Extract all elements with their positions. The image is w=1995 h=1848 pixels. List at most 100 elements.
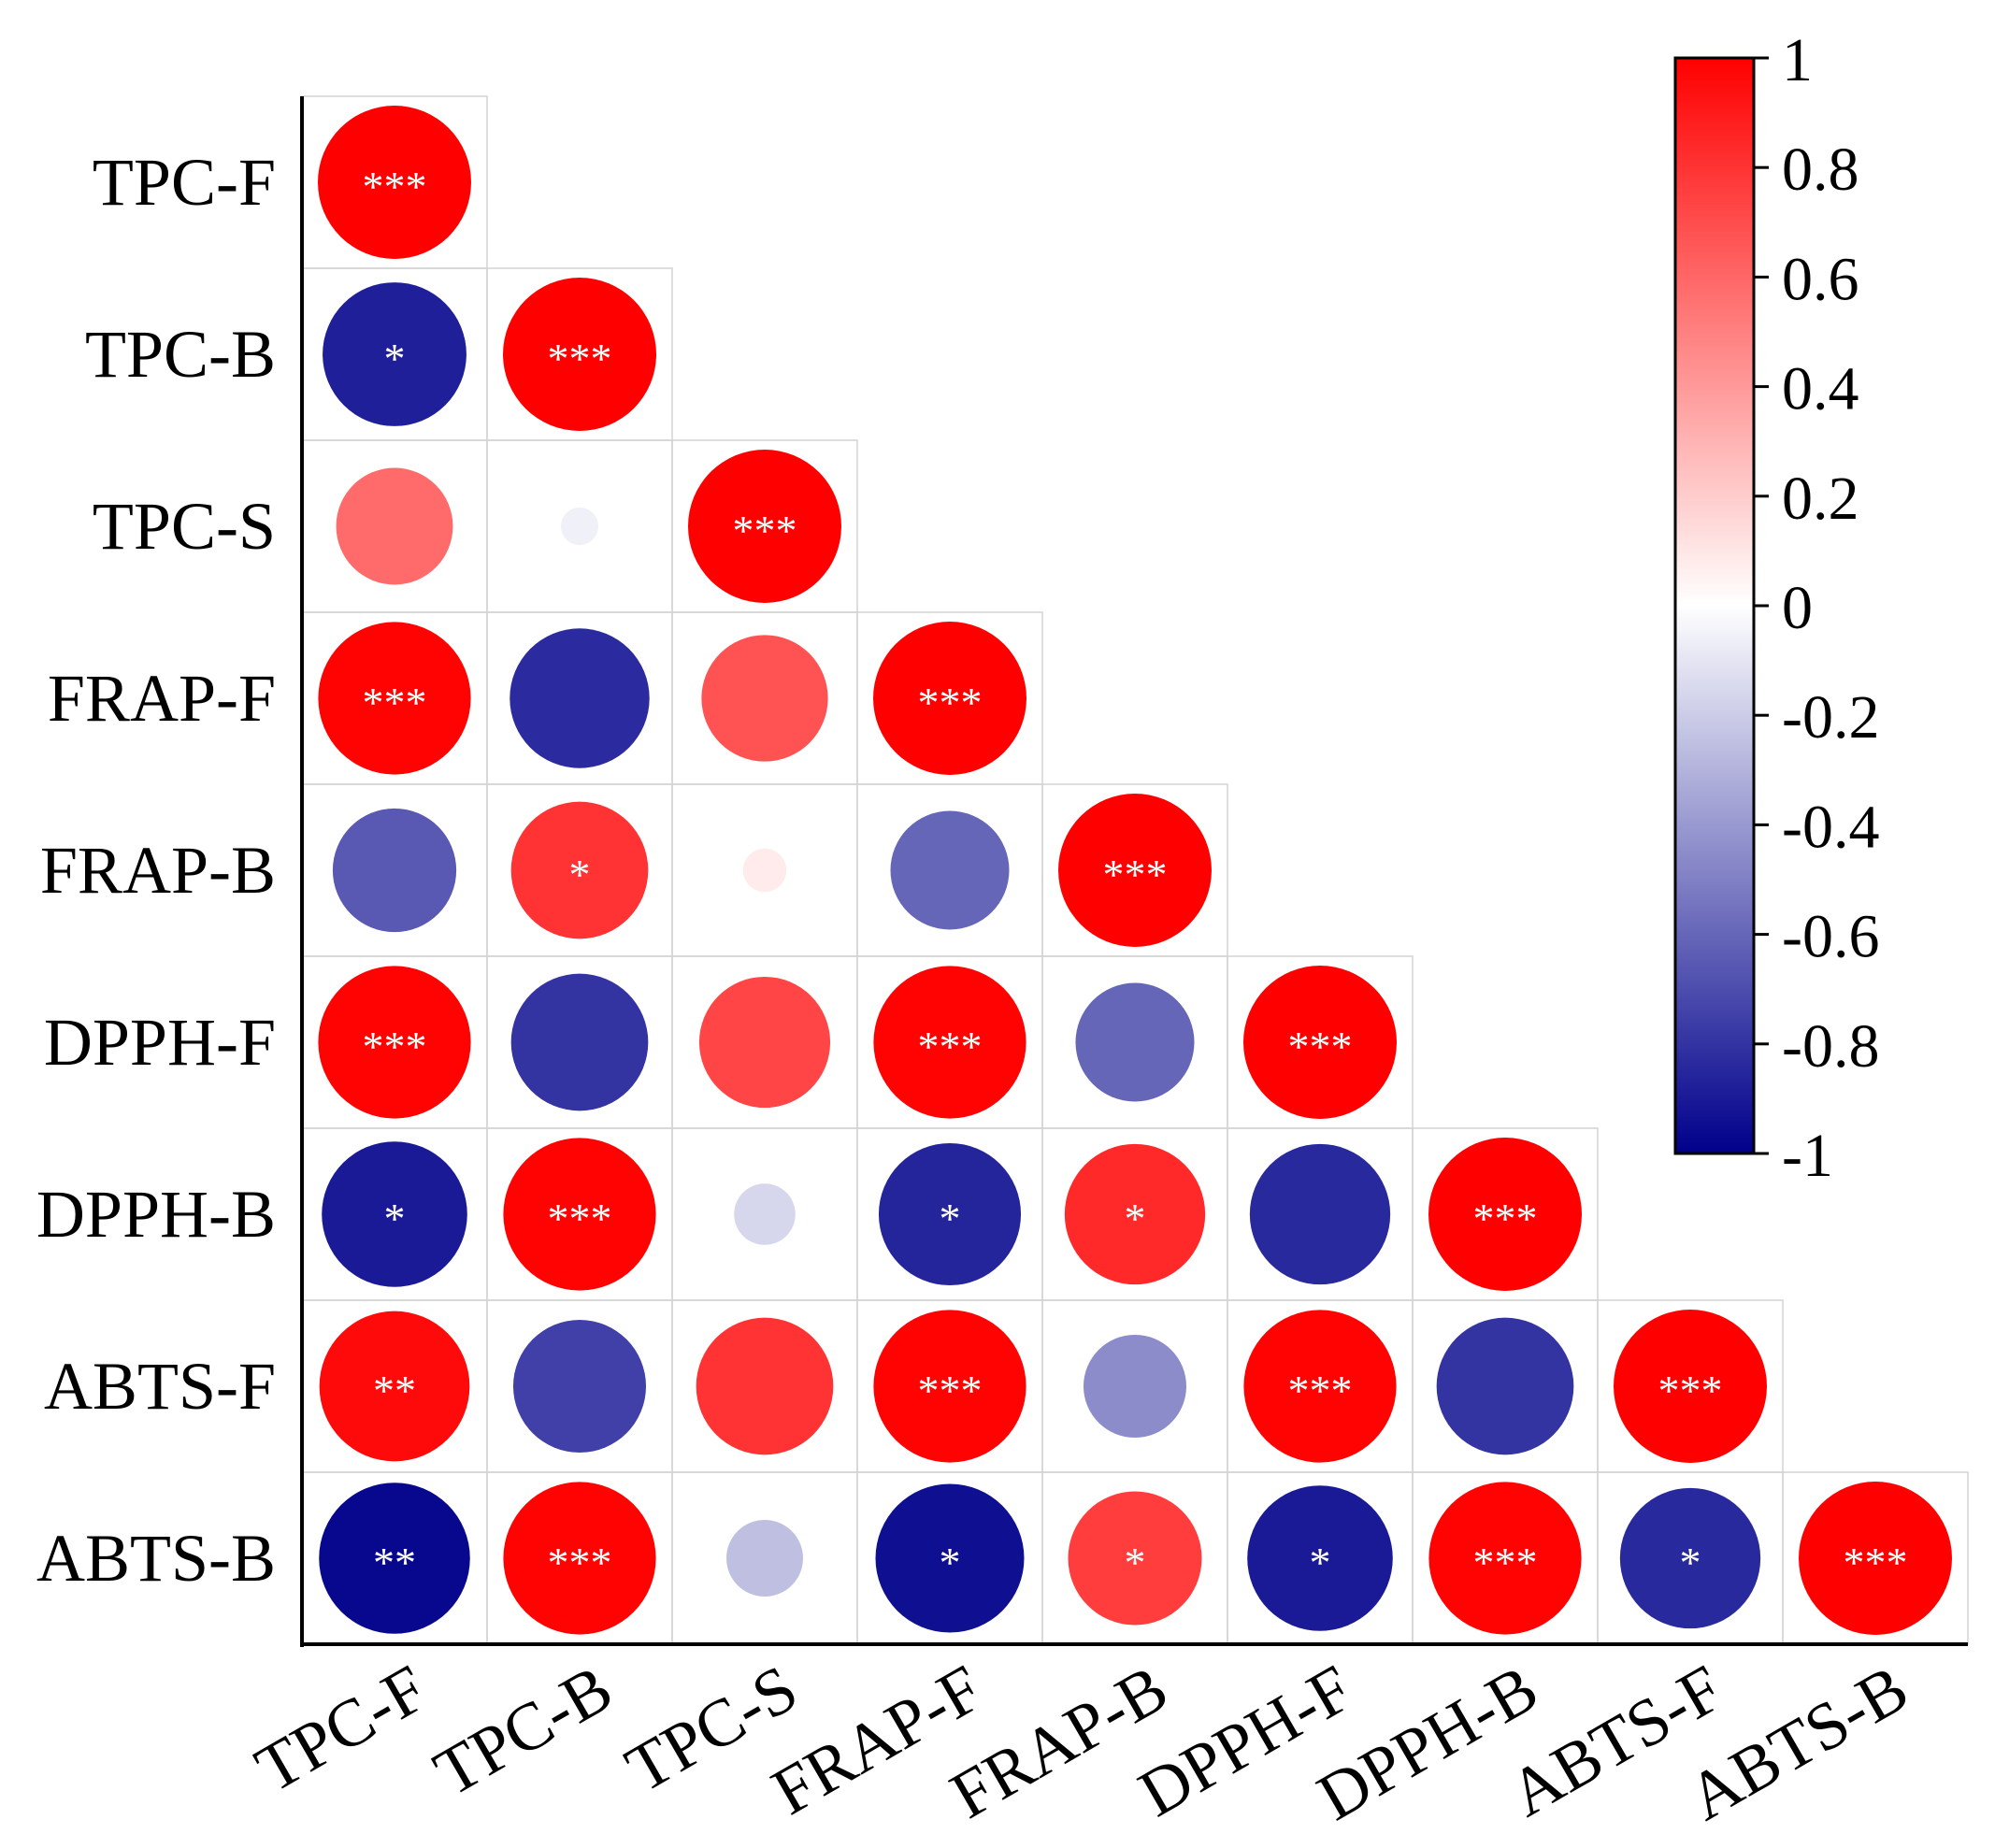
row-label-dpph-f: DPPH-F (44, 1005, 276, 1080)
cell-abts-b-tpc-b-significance: *** (548, 1539, 612, 1586)
color-bar-tick-label: 1 (1782, 26, 1813, 94)
row-label-frap-f: FRAP-F (48, 661, 276, 736)
cell-dpph-b-dpph-f-circle (1249, 1143, 1391, 1285)
column-label-tpc-f: TPC-F (243, 1651, 439, 1807)
cell-dpph-f-dpph-f-significance: *** (1288, 1023, 1353, 1070)
cell-dpph-f-tpc-s-circle (698, 976, 831, 1109)
cell-abts-b-frap-f-significance: * (940, 1539, 961, 1586)
row-label-tpc-f: TPC-F (93, 145, 276, 220)
cell-abts-b-frap-b-significance: * (1125, 1539, 1146, 1586)
color-bar-tick-label: 0.6 (1782, 245, 1859, 313)
cell-tpc-s-tpc-s-circle (688, 450, 841, 603)
cell-dpph-b-tpc-f-circle (322, 1141, 467, 1287)
cell-frap-f-tpc-f-significance: *** (363, 679, 427, 726)
color-bar-tick-label: -0.8 (1782, 1012, 1879, 1081)
cell-abts-b-tpc-f-circle (319, 1483, 470, 1634)
cell-dpph-f-tpc-b-circle (510, 973, 649, 1111)
color-bar (1673, 56, 1756, 1155)
color-bar-tick-label: -0.6 (1782, 903, 1879, 971)
cell-tpc-s-tpc-b-circle (560, 507, 599, 546)
cell-frap-b-tpc-s-circle (742, 848, 787, 893)
cell-abts-f-tpc-f-significance: ** (373, 1367, 416, 1414)
cell-abts-b-tpc-b-circle (503, 1482, 656, 1635)
cell-dpph-f-tpc-f-significance: *** (363, 1023, 427, 1070)
matrix-axes (300, 96, 1968, 1647)
cell-abts-f-frap-b-circle (1083, 1334, 1187, 1439)
color-legend: 1 0.8 0.6 0.4 0.2 0 -0.2 -0.4 -0.6 -0.8 -1 (1673, 26, 1879, 1190)
cell-abts-b-frap-b-circle (1068, 1491, 1202, 1626)
cell-abts-f-abts-f-significance: *** (1658, 1367, 1723, 1414)
cell-abts-f-dpph-f-significance: *** (1288, 1367, 1353, 1414)
cell-abts-f-tpc-s-circle (696, 1317, 834, 1455)
cell-dpph-b-frap-f-circle (878, 1142, 1022, 1286)
cell-frap-b-frap-b-circle (1058, 794, 1212, 947)
cell-tpc-b-tpc-f-circle (323, 282, 466, 426)
cell-dpph-b-frap-b-circle (1064, 1143, 1206, 1285)
row-label-frap-b: FRAP-B (40, 833, 276, 908)
color-bar-tick-label: 0.4 (1782, 355, 1859, 423)
cell-dpph-b-tpc-b-circle (503, 1138, 656, 1291)
cell-dpph-f-frap-b-circle (1075, 982, 1195, 1102)
cell-dpph-f-frap-f-circle (873, 966, 1026, 1119)
cell-tpc-b-tpc-b-significance: *** (548, 335, 612, 382)
cell-frap-b-tpc-b-circle (510, 801, 649, 939)
cell-dpph-f-frap-f-significance: *** (918, 1023, 983, 1070)
color-bar-tick-label: -0.4 (1782, 793, 1879, 861)
cell-tpc-b-tpc-f-significance: * (384, 335, 406, 382)
cell-abts-f-frap-f-circle (873, 1310, 1026, 1463)
cell-abts-b-tpc-s-circle (726, 1520, 803, 1597)
cell-abts-f-frap-f-significance: *** (918, 1367, 983, 1414)
column-labels: TPC-FTPC-BTPC-SFRAP-FFRAP-BDPPH-FDPPH-BA… (243, 1651, 1920, 1835)
color-bar-tick-label: 0.8 (1782, 136, 1859, 204)
color-bar-tick-label: 0.2 (1782, 465, 1859, 533)
cell-abts-b-dpph-b-significance: *** (1473, 1539, 1538, 1586)
row-label-abts-b: ABTS-B (36, 1521, 276, 1596)
cell-frap-f-frap-f-significance: *** (918, 679, 983, 726)
cell-abts-f-dpph-b-circle (1436, 1317, 1574, 1455)
cell-frap-f-tpc-f-circle (318, 622, 471, 775)
cell-dpph-f-dpph-f-circle (1243, 966, 1397, 1119)
cell-abts-b-dpph-b-circle (1428, 1482, 1582, 1635)
cell-abts-b-abts-b-significance: *** (1844, 1539, 1908, 1586)
cell-abts-b-abts-b-circle (1799, 1482, 1952, 1635)
cell-abts-b-abts-f-significance: * (1680, 1539, 1701, 1586)
cell-abts-b-dpph-f-circle (1247, 1485, 1393, 1631)
cell-abts-b-abts-f-circle (1619, 1487, 1761, 1629)
cell-abts-b-frap-f-circle (875, 1483, 1025, 1633)
cell-dpph-b-tpc-b-significance: *** (548, 1195, 612, 1242)
cell-dpph-b-dpph-b-significance: *** (1473, 1195, 1538, 1242)
cell-abts-f-abts-f-circle (1614, 1310, 1767, 1463)
cell-frap-b-frap-f-circle (890, 810, 1010, 930)
cell-dpph-b-frap-f-significance: * (940, 1195, 961, 1242)
row-label-tpc-b: TPC-B (85, 317, 276, 392)
cell-dpph-b-tpc-f-significance: * (384, 1195, 406, 1242)
cell-dpph-b-dpph-b-circle (1428, 1138, 1582, 1291)
color-bar-tick-label: -1 (1782, 1122, 1833, 1190)
cell-dpph-b-tpc-s-circle (734, 1183, 796, 1245)
row-label-tpc-s: TPC-S (93, 489, 276, 564)
cell-tpc-s-tpc-s-significance: *** (733, 507, 797, 554)
cell-abts-f-tpc-b-circle (512, 1319, 647, 1454)
cell-abts-f-dpph-f-circle (1243, 1310, 1397, 1463)
cell-frap-b-frap-b-significance: *** (1103, 851, 1168, 898)
row-label-abts-f: ABTS-F (44, 1349, 276, 1424)
cell-abts-b-dpph-f-significance: * (1310, 1539, 1331, 1586)
cell-frap-f-tpc-b-circle (510, 628, 650, 768)
cell-tpc-b-tpc-b-circle (503, 278, 656, 431)
cell-tpc-f-tpc-f-circle (318, 106, 471, 259)
cell-dpph-b-frap-b-significance: * (1125, 1195, 1146, 1242)
column-label-tpc-b: TPC-B (422, 1651, 624, 1811)
color-bar-tick-label: 0 (1782, 574, 1813, 642)
cell-frap-f-tpc-s-circle (701, 635, 828, 762)
cell-abts-b-tpc-f-significance: ** (373, 1539, 416, 1586)
cell-tpc-f-tpc-f-significance: *** (363, 163, 427, 210)
cell-frap-b-tpc-f-circle (332, 808, 457, 933)
cell-abts-f-tpc-f-circle (319, 1311, 470, 1462)
row-label-dpph-b: DPPH-B (36, 1177, 276, 1252)
cell-tpc-s-tpc-f-circle (336, 467, 453, 585)
cell-frap-b-tpc-b-significance: * (569, 851, 591, 898)
cell-dpph-f-tpc-f-circle (318, 966, 471, 1119)
row-labels: TPC-F TPC-B TPC-S FRAP-F FRAP-B DPPH-F DPPH-B A… (36, 145, 276, 1596)
matrix-cells: **** ********* **** ****** *** **** *** * * *****… (301, 95, 1969, 1645)
